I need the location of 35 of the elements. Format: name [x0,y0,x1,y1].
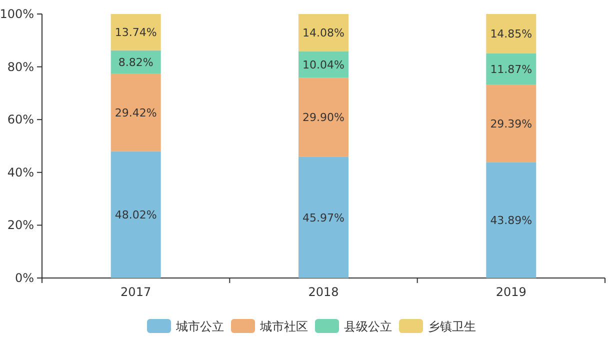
legend-label: 乡镇卫生 [428,320,476,334]
legend-label: 城市公立 [175,320,224,334]
x-tick-label: 2019 [496,285,526,299]
bar [110,14,161,50]
data-label: 14.08% [302,26,344,40]
data-label: 29.42% [114,106,157,120]
bar [298,78,348,157]
bar [298,156,348,278]
data-label: 10.04% [302,58,344,72]
bar [486,162,536,278]
data-label: 29.90% [302,111,344,124]
data-label: 29.39% [490,117,532,130]
data-label: 48.02% [114,208,157,222]
data-label: 13.74% [114,26,157,40]
y-tick-label: 20% [7,218,34,232]
bar [486,84,536,162]
x-tick-label: 2018 [308,285,339,299]
bar [486,14,536,54]
y-tick-label: 60% [7,112,34,127]
data-label: 14.85% [490,28,532,41]
legend-label: 城市社区 [259,320,308,334]
y-tick-label: 0% [14,271,34,285]
y-tick-label: 80% [7,60,34,74]
data-label: 45.97% [302,211,344,224]
bar [110,151,161,278]
bar [110,74,161,152]
legend-label: 县级公立 [344,320,392,334]
bar [298,14,348,52]
y-tick-label: 100% [0,7,34,21]
data-label: 8.82% [118,56,154,69]
data-label: 43.89% [490,214,532,228]
y-tick-label: 40% [7,165,34,180]
bar [486,53,536,85]
x-tick-label: 2017 [120,285,152,299]
data-label: 11.87% [490,62,532,76]
